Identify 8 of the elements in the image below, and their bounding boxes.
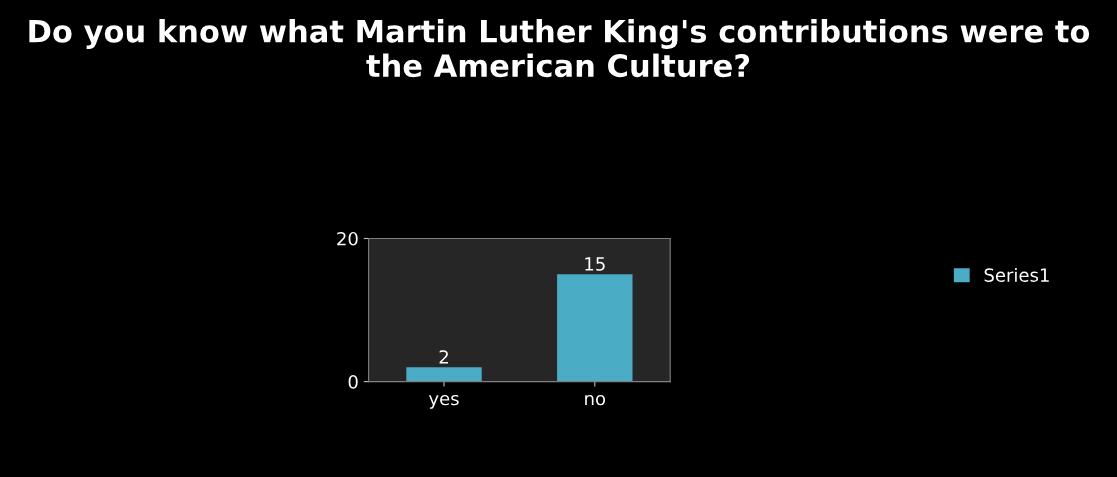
y-tick-label: 0 (348, 375, 358, 389)
chart-title: Do you know what Martin Luther King's contributions were to the American Culture? (29, 19, 1090, 78)
legend-label: Series1 (984, 267, 1049, 282)
x-tick-label: no (585, 394, 606, 406)
data-label: 2 (439, 350, 448, 364)
x-tick-label: yes (428, 394, 459, 409)
data-label: 15 (585, 257, 605, 271)
y-tick-label: 20 (337, 231, 358, 246)
